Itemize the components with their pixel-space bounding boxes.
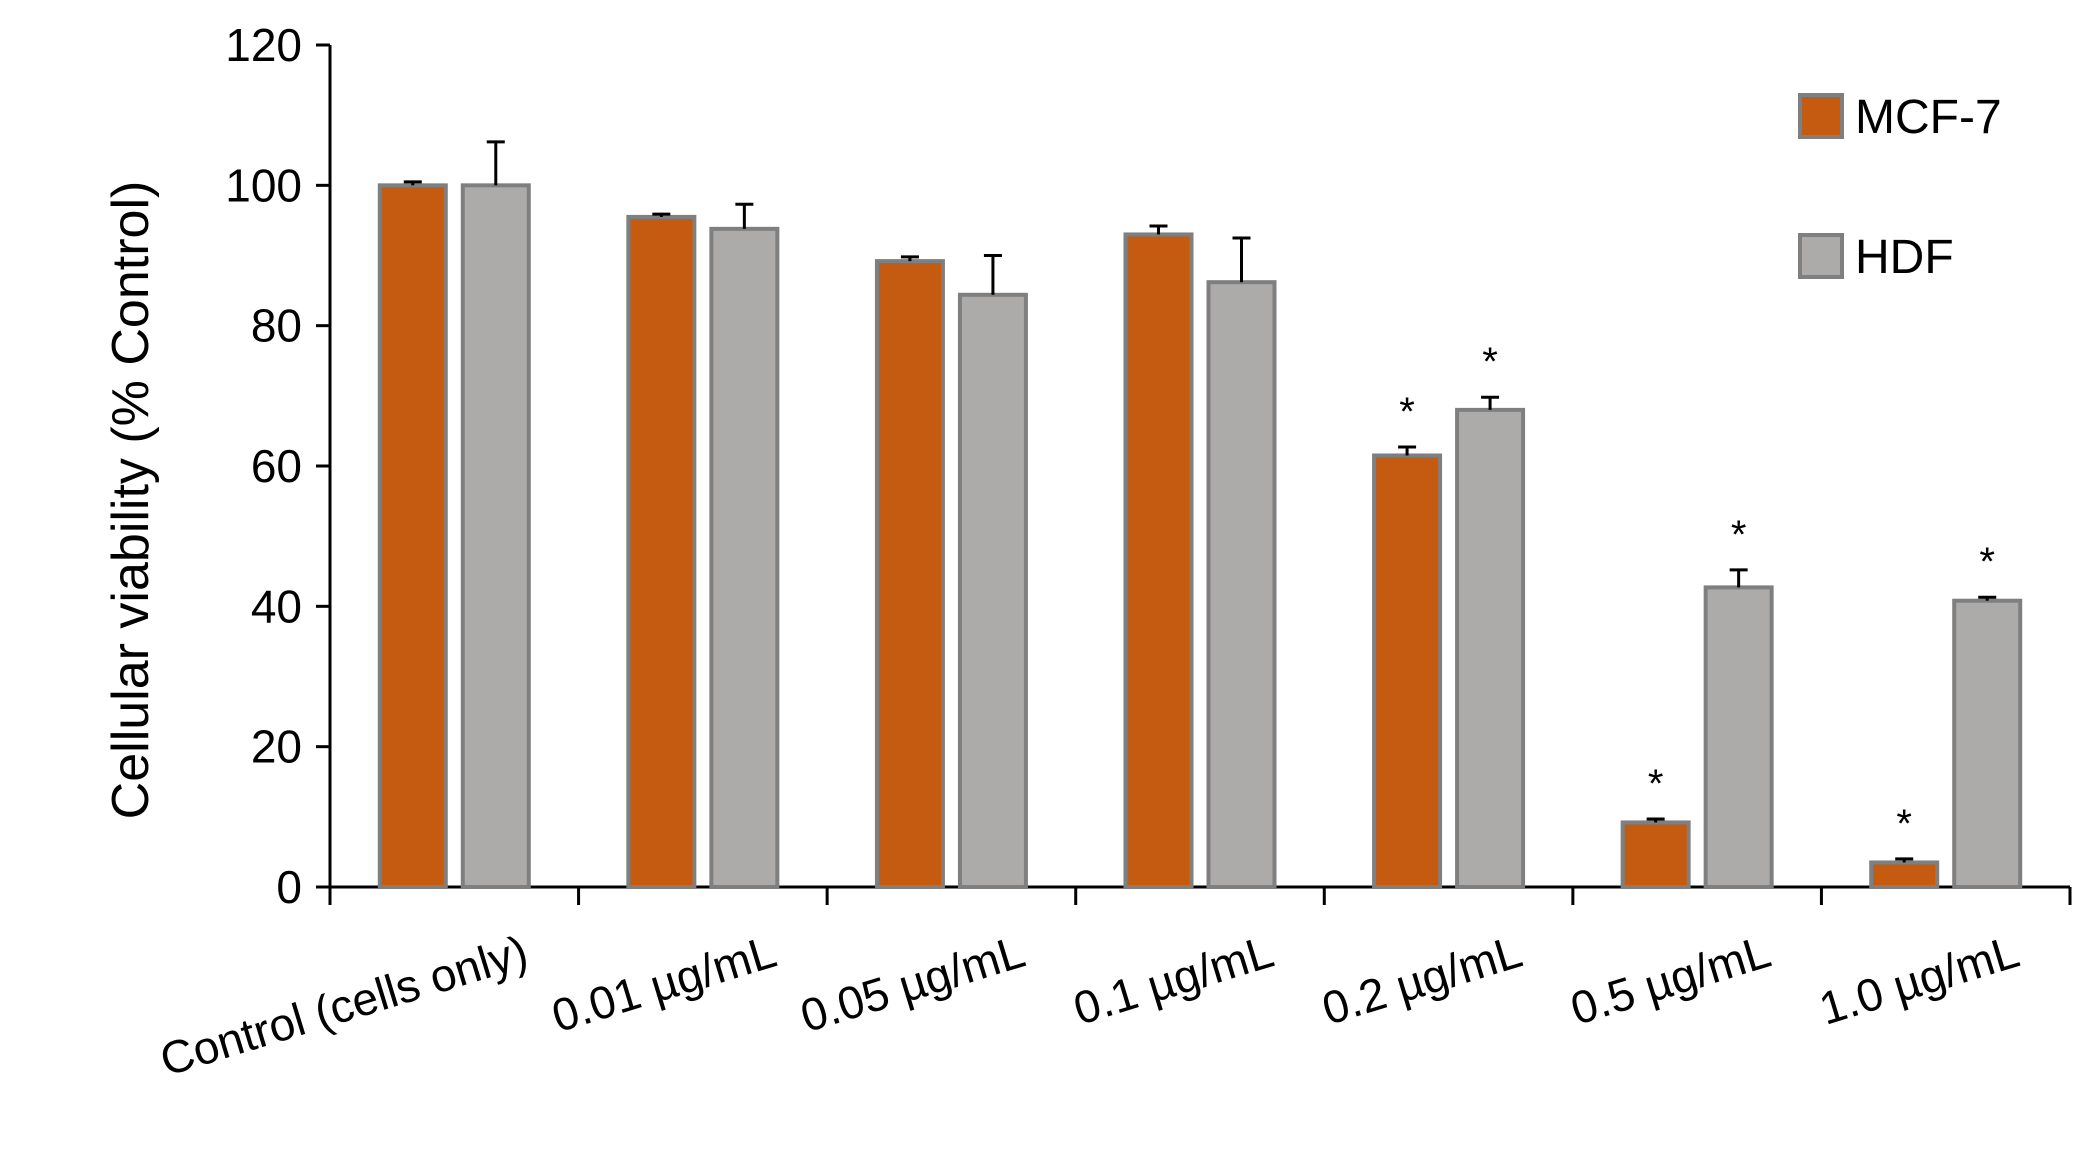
bar-hdf xyxy=(709,226,780,889)
significance-markers: * * * * * * xyxy=(1399,340,1995,846)
bar-mcf-7 xyxy=(377,183,448,890)
x-category-label: 0.1 µg/mL xyxy=(1067,925,1279,1035)
significance-star: * xyxy=(1896,802,1912,846)
legend: MCF-7 HDF xyxy=(1798,91,2002,284)
significance-star: * xyxy=(1482,340,1498,384)
y-tick-label: 20 xyxy=(251,721,302,773)
x-category-label: 0.01 µg/mL xyxy=(546,925,782,1042)
y-tick-label: 100 xyxy=(225,159,302,211)
x-category-label: Control (cells only) xyxy=(154,925,533,1086)
y-tick-label: 120 xyxy=(225,19,302,71)
bar-hdf xyxy=(460,183,531,890)
x-category-label: 0.05 µg/mL xyxy=(794,925,1030,1042)
category-labels: Control (cells only) 0.01 µg/mL 0.05 µg/mL… xyxy=(154,925,2025,1086)
y-tick-label: 40 xyxy=(251,580,302,632)
bar-mcf-7 xyxy=(1869,860,1940,889)
y-tick-label: 60 xyxy=(251,440,302,492)
y-axis: 0 20 40 60 80 100 120 xyxy=(225,19,332,913)
significance-star: * xyxy=(1731,513,1747,557)
bar-hdf xyxy=(1206,280,1277,889)
bar-mcf-7 xyxy=(1372,453,1443,889)
bar-mcf-7 xyxy=(1123,232,1194,889)
legend-label: MCF-7 xyxy=(1855,91,2002,144)
y-tick-label: 80 xyxy=(251,300,302,352)
error-bars xyxy=(403,140,1997,863)
significance-star: * xyxy=(1648,762,1664,806)
bar-hdf xyxy=(1952,598,2023,889)
bar-hdf xyxy=(1703,585,1774,889)
bar-mcf-7 xyxy=(626,214,697,890)
legend-swatch xyxy=(1798,233,1844,279)
significance-star: * xyxy=(1399,390,1415,434)
bar-mcf-7 xyxy=(874,259,945,889)
y-axis-title: Cellular viability (% Control) xyxy=(102,181,160,820)
legend-label: HDF xyxy=(1855,231,1954,284)
legend-swatch xyxy=(1798,93,1844,139)
bar-hdf xyxy=(957,292,1028,889)
x-axis xyxy=(328,885,2072,905)
x-category-label: 0.2 µg/mL xyxy=(1316,925,1528,1035)
x-category-label: 1.0 µg/mL xyxy=(1813,925,2025,1035)
bar-hdf xyxy=(1455,407,1526,889)
x-category-label: 0.5 µg/mL xyxy=(1565,925,1777,1035)
bar-series xyxy=(377,183,2023,890)
y-tick-label: 0 xyxy=(276,861,302,913)
significance-star: * xyxy=(1979,540,1995,584)
bar-mcf-7 xyxy=(1620,820,1691,889)
